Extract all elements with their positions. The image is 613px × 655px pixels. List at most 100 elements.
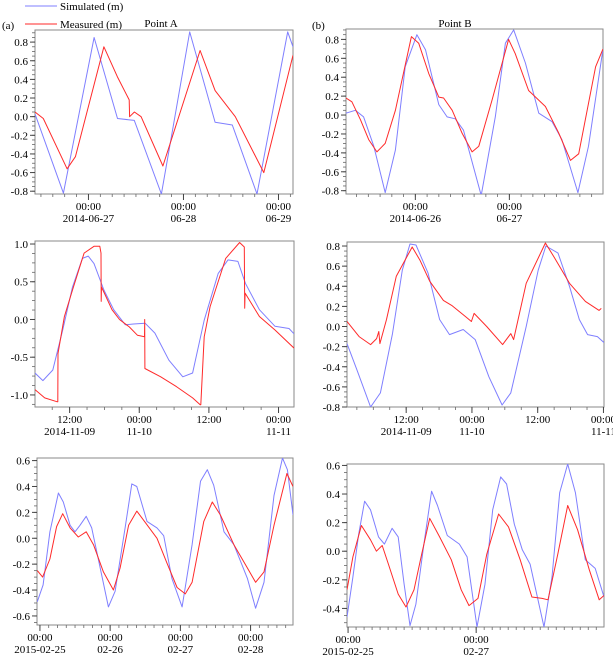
x-tick-date-label: 11-11 <box>266 426 291 438</box>
x-tick-date-label: 2015-02-25 <box>14 644 66 655</box>
series-line-simulated <box>37 458 293 609</box>
y-tick-label: 0.8 <box>14 37 28 49</box>
panel-b-top: Point B -0.8 -0.6 -0.4 -0.2 0.0 0.2 0.4 0.6 0.8 00… <box>322 18 604 225</box>
y-tick-label: 0.2 <box>14 93 28 105</box>
x-tick-time-label: 00:00 <box>98 632 124 644</box>
x-tick-date-label: 11-10 <box>127 426 153 438</box>
series-group <box>35 242 294 406</box>
x-tick-time-label: 12:00 <box>57 414 83 426</box>
x-tick-time-label: 00:00 <box>459 414 485 426</box>
y-tick-label: 0.2 <box>325 91 339 103</box>
y-tick-label: 0.4 <box>325 72 339 84</box>
legend: Simulated (m) Measured (m) <box>25 1 124 31</box>
y-tick-label: -0.2 <box>322 129 339 141</box>
y-tick-label: 0.6 <box>14 56 28 68</box>
x-tick-time-label: 00:00 <box>238 632 264 644</box>
x-tick-time-label: 00:00 <box>266 414 292 426</box>
plot-frame <box>345 28 604 195</box>
chart-title: Point B <box>438 18 471 30</box>
y-tick-label: -0.4 <box>323 362 341 374</box>
y-tick-label: -0.4 <box>11 149 29 161</box>
plot-frame <box>346 463 605 628</box>
y-tick-label: 0.0 <box>326 322 340 334</box>
series-line-simulated <box>35 31 293 194</box>
x-tick-date-label: 06-29 <box>266 213 292 225</box>
y-tick-label: 0.4 <box>326 489 340 501</box>
panel-b-bottom: -0.4-0.20.00.20.40.600:002015-02-2500:00… <box>322 460 605 655</box>
y-tick-label: 0.2 <box>16 507 30 519</box>
x-tick-time-label: 12:00 <box>196 414 222 426</box>
plot-frame <box>34 29 294 195</box>
x-tick-date-label: 2014-06-26 <box>390 213 442 225</box>
series-group <box>347 464 604 627</box>
y-tick-label: 0.4 <box>326 281 340 293</box>
x-tick-time-label: 00:00 <box>266 201 292 213</box>
y-tick-label: 0.2 <box>326 518 340 530</box>
y-tick-label: -0.2 <box>11 130 28 142</box>
series-group <box>37 458 293 609</box>
series-line-measured <box>35 46 293 174</box>
x-tick-date-label: 2014-11-09 <box>44 426 95 438</box>
series-group <box>35 31 293 194</box>
x-tick-date-label: 06-28 <box>171 213 197 225</box>
x-tick-time-label: 00:00 <box>27 632 53 644</box>
x-tick-date-label: 06-27 <box>497 213 523 225</box>
chart-title: Point A <box>144 18 177 30</box>
x-tick-time-label: 00:00 <box>127 414 153 426</box>
y-tick-label: -0.2 <box>323 342 340 354</box>
y-tick-label: -0.8 <box>322 186 340 198</box>
x-tick-date-label: 11-10 <box>459 426 485 438</box>
y-tick-label: -0.6 <box>13 611 31 623</box>
y-tick-label: -0.5 <box>11 352 29 364</box>
series-group <box>346 29 603 194</box>
series-line-simulated <box>347 243 604 407</box>
y-tick-label: -0.4 <box>13 585 31 597</box>
series-line-simulated <box>346 29 603 194</box>
panel-a-top: Point A -0.8 -0.6 -0.4 -0.2 0.0 0.2 0.4 0.6 0.8 00… <box>11 18 294 225</box>
panel-label-b: (b) <box>312 20 325 32</box>
panel-label-a: (a) <box>2 20 15 32</box>
legend-label-simulated: Simulated (m) <box>60 1 124 13</box>
y-tick-label: -0.4 <box>322 148 340 160</box>
x-tick-time-label: 00:00 <box>168 632 194 644</box>
y-tick-label: -1.0 <box>11 390 29 402</box>
x-tick-time-label: 12:00 <box>394 414 420 426</box>
series-line-measured <box>346 36 603 161</box>
x-tick-time-label: 00:00 <box>336 634 362 646</box>
series-line-measured <box>347 505 604 608</box>
y-tick-label: -0.2 <box>13 559 30 571</box>
y-tick-label: 0.0 <box>325 110 339 122</box>
y-tick-label: 0.8 <box>326 241 340 253</box>
x-tick-time-label: 00:00 <box>497 201 523 213</box>
x-tick-date-label: 02-28 <box>238 644 264 655</box>
series-line-simulated <box>347 464 604 627</box>
panels: Point A -0.8 -0.6 -0.4 -0.2 0.0 0.2 0.4 0.6 0.8 00… <box>11 18 613 655</box>
y-tick-label: 0.0 <box>326 546 340 558</box>
x-tick-time-label: 00:00 <box>76 201 102 213</box>
y-tick-label: -0.6 <box>11 168 29 180</box>
plot-frame <box>34 240 295 408</box>
y-tick-label: -0.6 <box>323 382 341 394</box>
y-tick-label: 0.6 <box>16 456 30 468</box>
x-tick-time-label: 00:00 <box>591 414 613 426</box>
panel-b-middle: -0.8 -0.6 -0.4 -0.2 0.0 0.2 0.4 0.6 0.8 12:002014… <box>323 241 613 438</box>
y-tick-label: -0.8 <box>11 186 29 198</box>
y-tick-label: -0.6 <box>322 167 340 179</box>
y-tick-label: 0.6 <box>326 261 340 273</box>
legend-label-measured: Measured (m) <box>60 19 122 31</box>
x-tick-date-label: 2014-06-27 <box>63 213 115 225</box>
y-tick-label: 0.2 <box>326 301 340 313</box>
y-tick-label: -0.8 <box>323 402 341 414</box>
y-tick-label: 0.6 <box>325 53 339 65</box>
panel-a-middle: -1.0-0.50.00.51.012:002014-11-0900:0011-… <box>11 239 295 438</box>
y-tick-label: 0.5 <box>14 277 28 289</box>
x-tick-date-label: 02-27 <box>168 644 194 655</box>
series-line-measured <box>37 473 293 595</box>
series-group <box>347 242 604 407</box>
x-tick-date-label: 2014-11-09 <box>381 426 432 438</box>
panel-a-bottom: -0.6-0.4-0.20.00.20.40.600:002015-02-250… <box>13 456 294 655</box>
x-tick-time-label: 00:00 <box>171 201 197 213</box>
x-tick-time-label: 00:00 <box>403 201 429 213</box>
series-line-measured <box>35 242 294 406</box>
